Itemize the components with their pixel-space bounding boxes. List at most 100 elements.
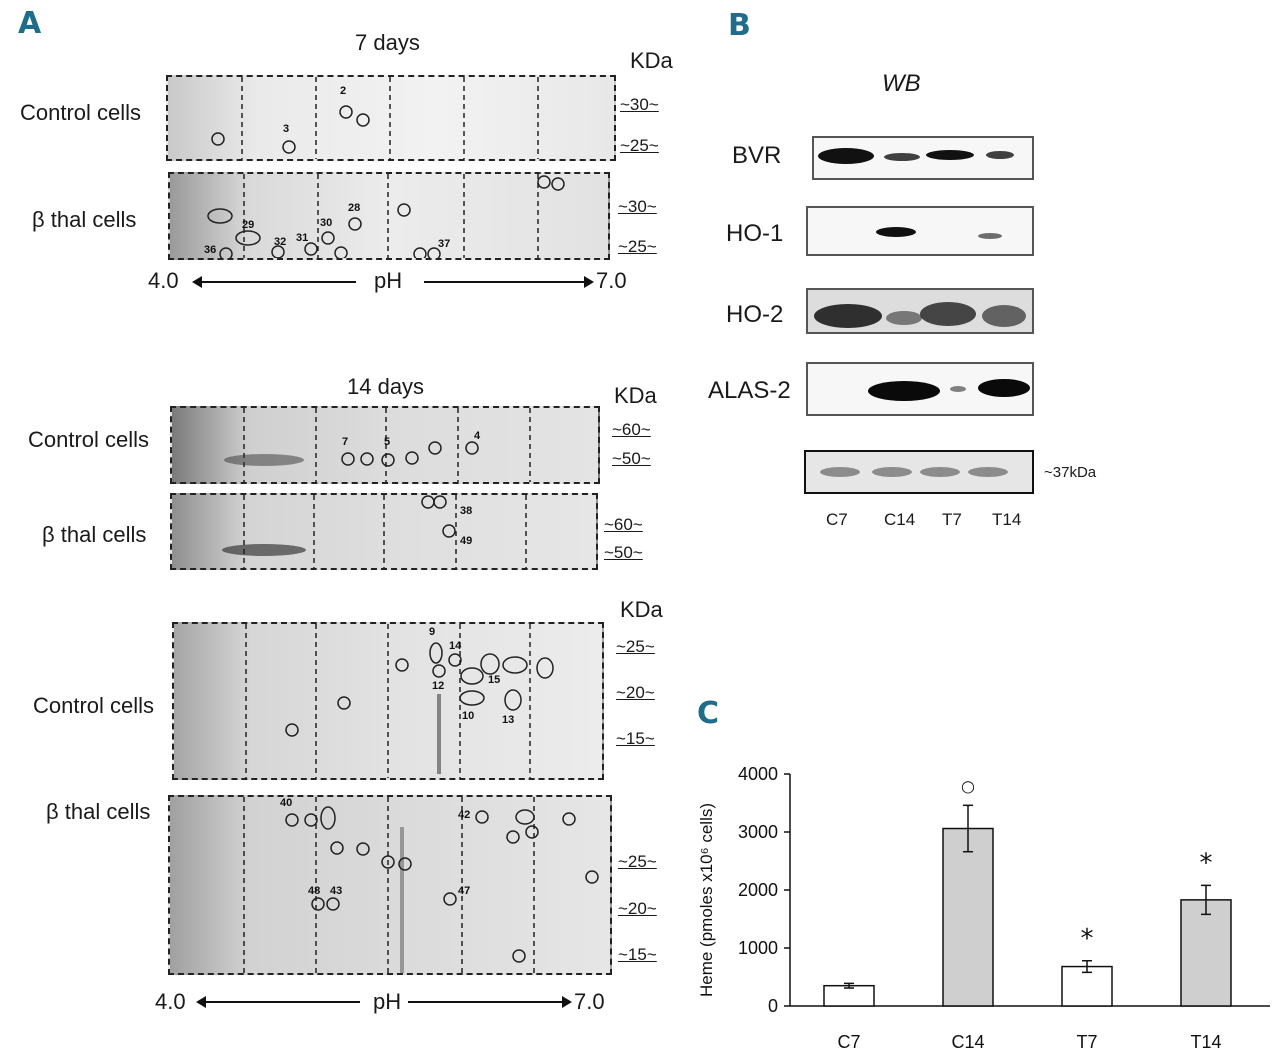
y-tick-label: 1000: [738, 938, 778, 958]
heme-bar-chart: 0 1000 2000 3000 4000 Heme (pmoles x10⁶ cells…: [697, 764, 1270, 1052]
panel-a-label: A: [18, 6, 42, 41]
spot-12: 12: [432, 680, 445, 692]
gel-day14-control-lines: [224, 408, 531, 482]
wb-lane-t14: T14: [992, 510, 1022, 529]
spot-10: 10: [462, 710, 475, 722]
gel3-ph-arrow-left: [202, 1001, 360, 1003]
day14-thal-mark-50: ~50~: [604, 543, 643, 562]
day7-thal-mark-25: ~25~: [618, 237, 657, 256]
gel3-thal-mark-15: ~15~: [618, 945, 657, 964]
wb-row-bvr-label: BVR: [732, 142, 782, 169]
wb-blot-ho2-bands: [814, 302, 1026, 328]
wb-loading-bands: [820, 467, 1008, 477]
spot-36: 36: [204, 244, 217, 256]
spot-48: 48: [308, 885, 321, 897]
spot-5: 5: [384, 436, 391, 448]
wb-blot-ho1: [806, 206, 1034, 256]
gel3-control-mark-15: ~15~: [616, 729, 655, 748]
wb-row-ho2-label: HO-2: [726, 301, 784, 328]
wb-blot-alas2-bands: [868, 379, 1030, 401]
spot-43: 43: [330, 885, 343, 897]
significance-marker-c14: ○: [961, 776, 975, 795]
wb-blot-alas2: [806, 362, 1034, 416]
y-tick-label: 3000: [738, 822, 778, 842]
gel3-control-mark-20: ~20~: [616, 683, 655, 702]
gel-day7-control-lines: [211, 77, 539, 159]
spot-37: 37: [438, 238, 451, 250]
gel-day14-thal-lines: [222, 495, 527, 568]
spot-40: 40: [280, 797, 293, 809]
x-tick-label-c7: C7: [837, 1032, 860, 1052]
day14-control-label: Control cells: [28, 427, 150, 452]
day7-ph-arrowhead-right: [584, 276, 594, 288]
wb-loading-label: ~37kDa: [1044, 464, 1097, 481]
wb-row-alas2-label: ALAS-2: [708, 377, 791, 404]
y-tick-label: 0: [768, 996, 778, 1016]
spot-9: 9: [429, 626, 436, 638]
day7-title: 7 days: [355, 30, 420, 55]
spot-7: 7: [342, 436, 349, 448]
spot-49: 49: [460, 535, 473, 547]
bar-t7: [1061, 965, 1113, 1007]
day14-thal-label: β thal cells: [42, 522, 147, 547]
gel3-ph-start: 4.0: [155, 989, 186, 1014]
wb-title: WB: [882, 70, 921, 97]
bar-t14: [1180, 899, 1232, 1007]
y-axis-title: Heme (pmoles x10⁶ cells): [697, 803, 716, 997]
spot-47: 47: [458, 885, 471, 897]
gel3-thal-mark-20: ~20~: [618, 899, 657, 918]
spot-30: 30: [320, 217, 333, 229]
spot-3: 3: [283, 123, 290, 135]
wb-lane-c7: C7: [826, 510, 848, 529]
day7-ph-arrowhead-left: [192, 276, 202, 288]
spot-2: 2: [340, 85, 347, 97]
gel3-ph-end: 7.0: [574, 989, 605, 1014]
x-tick-label-c14: C14: [951, 1032, 984, 1052]
gel3-ph-arrowhead-left: [196, 996, 206, 1008]
day7-control-mark-25: ~25~: [620, 136, 659, 155]
wb-lane-c14: C14: [884, 510, 916, 529]
gel3-control-lines: [245, 624, 554, 778]
spot-4: 4: [474, 430, 481, 442]
y-tick-label: 2000: [738, 880, 778, 900]
day7-ph-arrow-right: [424, 281, 586, 283]
day14-control-mark-60: ~60~: [612, 420, 651, 439]
wb-row-ho1-label: HO-1: [726, 220, 784, 247]
gel3-ph-arrowhead-right: [562, 996, 572, 1008]
gel-day14-thal: 38 49: [170, 493, 598, 570]
day7-ph-label: pH: [374, 268, 403, 293]
gel3-thal-mark-25: ~25~: [618, 852, 657, 871]
gel3-thal: 40 42 48 43 47: [168, 795, 612, 975]
gel-day7-control: 2 3: [166, 75, 616, 161]
x-tick-label-t7: T7: [1076, 1032, 1097, 1052]
wb-blot-bvr-bands: [818, 148, 1014, 164]
gel3-thal-lines: [243, 797, 599, 973]
significance-marker-t14: *: [1200, 848, 1213, 878]
bar-c14: [942, 827, 994, 1007]
spot-29: 29: [242, 219, 255, 231]
y-tick-label: 4000: [738, 764, 778, 784]
day14-title: 14 days: [347, 374, 425, 399]
spot-13: 13: [502, 714, 515, 726]
spot-28: 28: [348, 202, 361, 214]
wb-blot-ho2: [806, 288, 1034, 334]
spot-42: 42: [458, 809, 471, 821]
wb-loading-control: [804, 450, 1034, 494]
gel-day14-control: 7 5 4: [170, 406, 600, 484]
day7-ph-start: 4.0: [148, 268, 179, 293]
significance-marker-t7: *: [1081, 924, 1094, 954]
day14-control-mark-50: ~50~: [612, 449, 651, 468]
x-tick-label-t14: T14: [1190, 1032, 1221, 1052]
day7-control-label: Control cells: [20, 100, 142, 125]
gel3-kda-label: KDa: [620, 597, 663, 622]
wb-blot-ho1-bands: [876, 227, 1002, 239]
spot-15: 15: [488, 674, 501, 686]
day7-thal-label: β thal cells: [32, 207, 137, 232]
spot-31: 31: [296, 232, 309, 244]
gel3-control: 9 14 12 15 10 13: [172, 622, 604, 780]
gel3-control-mark-25: ~25~: [616, 637, 655, 656]
gel-day7-thal-lines: [207, 174, 565, 258]
gel-day7-thal: 29 30 28 31 32 36 37: [168, 172, 610, 260]
day14-kda-label: KDa: [614, 383, 657, 408]
spot-14: 14: [449, 640, 462, 652]
